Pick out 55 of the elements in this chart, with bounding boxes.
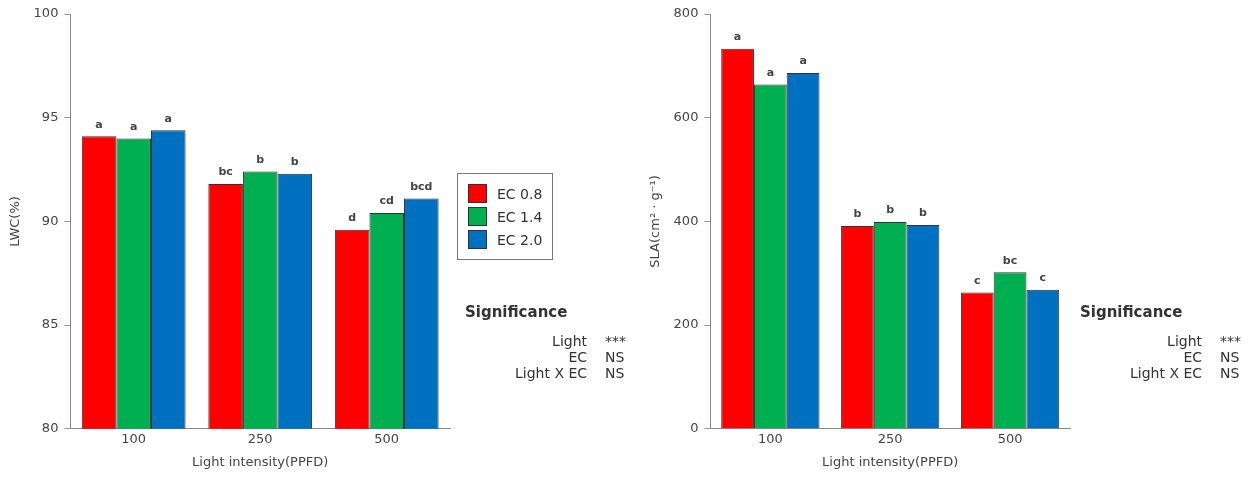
text: Significance [1080,303,1184,321]
data-label: a [95,117,103,131]
data-label: b [853,207,862,221]
legend-label: EC 1.4 [497,208,543,225]
y-tick-label: 80 [41,420,59,436]
text: NS [605,349,626,365]
text: NS [1220,365,1241,381]
data-label: c [1039,271,1047,285]
y-tick-label: 90 [41,212,59,228]
text: NS [1220,349,1241,365]
data-label: b [256,152,265,166]
y-tick-label: 0 [690,420,699,436]
x-tick-label: 500 [374,430,400,446]
data-label: a [164,111,172,125]
y-axis-title: LWC(%) [7,196,23,247]
text: EC [1182,349,1204,365]
data-label: d [348,211,357,225]
data-label: bc [1002,253,1018,267]
text: NS [605,365,626,381]
y-tick-label: 800 [673,5,699,21]
text: *** [1220,333,1242,349]
y-tick-label: 400 [673,212,699,228]
y-tick-label: 85 [41,316,59,332]
x-tick-label: 250 [247,430,273,446]
text: Light [1166,333,1204,349]
y-tick-label: 200 [673,316,699,332]
data-label: b [290,155,299,169]
data-label: b [886,203,895,217]
data-label: a [799,54,807,68]
text: *** [605,333,627,349]
legend-label: EC 2.0 [497,231,543,248]
text: Light [551,333,589,349]
data-label: c [974,273,981,287]
data-label: a [766,65,775,79]
x-axis-title: Light intensity(PPFD) [822,453,959,469]
data-label: cd [379,194,394,208]
text: EC [567,349,589,365]
y-axis-title: SLA(cm² · g⁻¹) [647,175,663,268]
text: Light X EC [515,365,589,381]
data-label: bc [218,165,233,179]
data-label: a [733,30,742,44]
y-tick-label: 95 [41,109,59,125]
data-label: bcd [410,179,433,193]
legend-label: EC 0.8 [497,185,543,202]
data-label: a [129,119,138,133]
x-tick-label: 250 [877,430,903,446]
x-tick-label: 500 [997,430,1023,446]
text: Light X EC [1130,365,1204,381]
x-axis-title: Light intensity(PPFD) [192,453,329,469]
x-tick-label: 100 [757,430,783,446]
y-tick-label: 600 [673,109,699,125]
y-tick-label: 100 [33,5,59,21]
data-label: b [919,206,928,220]
text: Significance [465,303,569,321]
x-tick-label: 100 [121,430,147,446]
